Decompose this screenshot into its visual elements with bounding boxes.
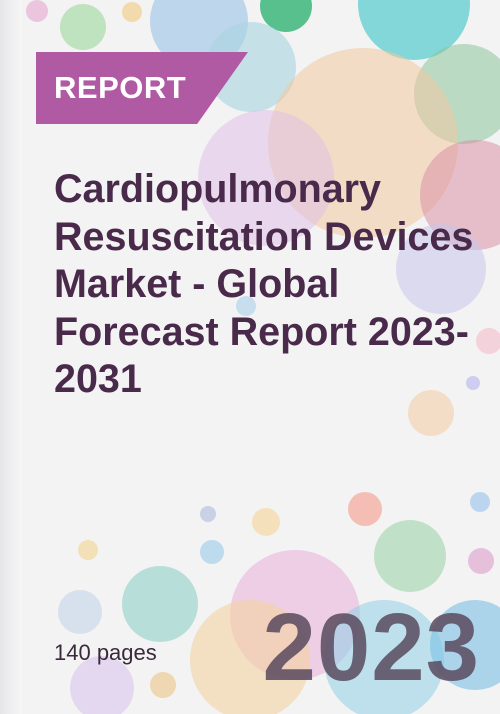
bubble — [200, 506, 216, 522]
bubble — [150, 672, 176, 698]
page-count: 140 pages — [54, 640, 157, 665]
bubble — [190, 600, 310, 714]
bubble — [60, 4, 106, 50]
bubble — [466, 376, 480, 390]
bubble — [70, 656, 134, 714]
bubble — [430, 600, 500, 690]
bubble — [470, 492, 490, 512]
bubble — [476, 328, 500, 354]
bubble — [58, 590, 102, 634]
bubble — [78, 540, 98, 560]
bubble — [374, 520, 446, 592]
bubble — [200, 540, 224, 564]
bubble — [122, 2, 142, 22]
bubble — [198, 110, 334, 246]
report-tag-label: REPORT — [54, 70, 187, 105]
bubble — [122, 566, 198, 642]
bubble — [236, 296, 256, 316]
report-title: Cardiopulmonary Resuscitation Devices Ma… — [54, 167, 474, 401]
bubble — [348, 492, 382, 526]
report-tag: REPORT — [36, 52, 248, 124]
bubble — [324, 600, 444, 714]
bubble — [26, 0, 48, 22]
bubble — [468, 548, 494, 574]
bubble — [396, 224, 486, 314]
bubble — [252, 508, 280, 536]
bubble — [408, 390, 454, 436]
report-year: 2023 — [262, 594, 480, 701]
cover-spine — [0, 0, 22, 714]
